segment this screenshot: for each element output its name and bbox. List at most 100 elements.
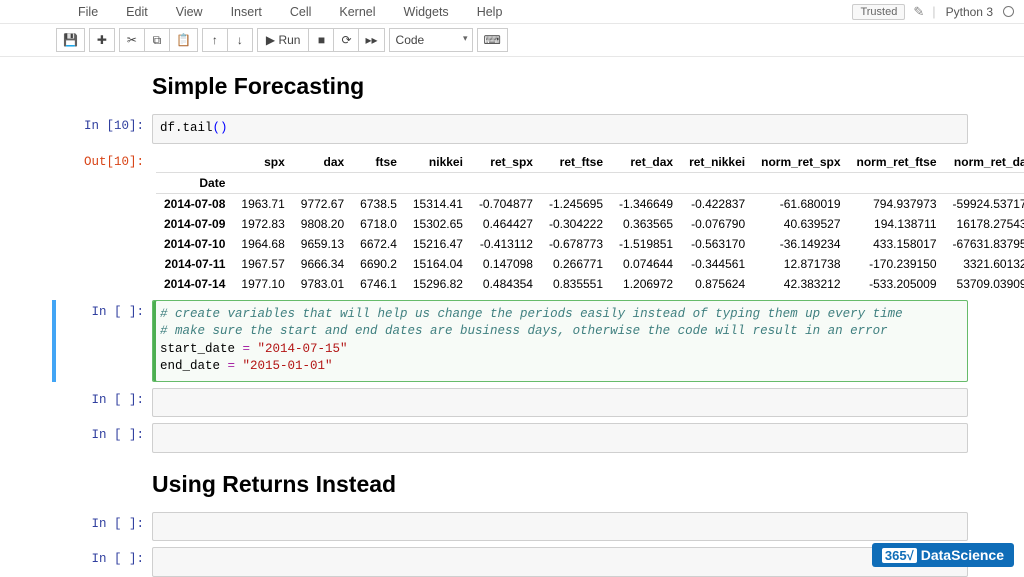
menu-item-file[interactable]: File bbox=[64, 2, 112, 22]
column-header: norm_ret_spx bbox=[753, 152, 848, 173]
celltype-select[interactable]: Code bbox=[389, 28, 473, 52]
row-index: 2014-07-11 bbox=[156, 254, 233, 274]
code-input[interactable] bbox=[152, 512, 968, 542]
cell-value: 0.074644 bbox=[611, 254, 681, 274]
cell-value: 9772.67 bbox=[293, 193, 352, 214]
cell-value: 6718.0 bbox=[352, 214, 405, 234]
output-area: spxdaxftsenikkeiret_spxret_ftseret_daxre… bbox=[152, 150, 1024, 294]
cell-value: -0.422837 bbox=[681, 193, 753, 214]
section-title: Simple Forecasting bbox=[152, 73, 968, 100]
move-down-button[interactable]: ↓ bbox=[227, 28, 253, 52]
cell-value: 9808.20 bbox=[293, 214, 352, 234]
input-prompt: In [ ]: bbox=[56, 388, 152, 418]
row-index: 2014-07-14 bbox=[156, 274, 233, 294]
kernel-label[interactable]: Python 3 bbox=[942, 5, 997, 19]
code-input[interactable] bbox=[152, 547, 968, 577]
column-header: nikkei bbox=[405, 152, 471, 173]
menu-item-widgets[interactable]: Widgets bbox=[390, 2, 463, 22]
restart-run-all-button[interactable]: ▸▸ bbox=[358, 28, 384, 52]
table-row: 2014-07-111967.579666.346690.215164.040.… bbox=[156, 254, 1024, 274]
trusted-badge[interactable]: Trusted bbox=[852, 4, 905, 20]
cell-value: -0.413112 bbox=[471, 234, 541, 254]
copy-button[interactable]: ⧉ bbox=[144, 28, 170, 52]
row-index: 2014-07-10 bbox=[156, 234, 233, 254]
save-button[interactable]: 💾 bbox=[56, 28, 85, 52]
column-header: ret_nikkei bbox=[681, 152, 753, 173]
menu-item-help[interactable]: Help bbox=[463, 2, 517, 22]
cut-button[interactable]: ✂ bbox=[119, 28, 145, 52]
separator: | bbox=[932, 4, 935, 19]
command-palette-button[interactable]: ⌨ bbox=[477, 28, 508, 52]
cell-value: 1967.57 bbox=[233, 254, 292, 274]
input-prompt: In [ ]: bbox=[56, 512, 152, 542]
cell-value: -170.239150 bbox=[849, 254, 945, 274]
code-input[interactable]: df.tail() bbox=[152, 114, 968, 144]
cell-value: 0.363565 bbox=[611, 214, 681, 234]
stop-button[interactable]: ■ bbox=[308, 28, 334, 52]
cell-value: 15296.82 bbox=[405, 274, 471, 294]
output-cell: Out[10]: spxdaxftsenikkeiret_spxret_ftse… bbox=[56, 150, 968, 294]
table-row: 2014-07-101964.689659.136672.415216.47-0… bbox=[156, 234, 1024, 254]
watermark-badge: 365√ bbox=[882, 548, 917, 563]
cell-value: 1963.71 bbox=[233, 193, 292, 214]
cell-value: 0.147098 bbox=[471, 254, 541, 274]
cell-value: 6746.1 bbox=[352, 274, 405, 294]
menu-bar: FileEditViewInsertCellKernelWidgetsHelp … bbox=[0, 0, 1024, 24]
edit-icon[interactable]: ✎ bbox=[911, 4, 926, 20]
code-cell-selected[interactable]: In [ ]: # create variables that will hel… bbox=[56, 300, 968, 382]
cell-value: -61.680019 bbox=[753, 193, 848, 214]
move-up-button[interactable]: ↑ bbox=[202, 28, 228, 52]
code-cell[interactable]: In [ ]: bbox=[56, 388, 968, 418]
column-header: ret_dax bbox=[611, 152, 681, 173]
paste-button[interactable]: 📋 bbox=[169, 28, 198, 52]
output-prompt: Out[10]: bbox=[56, 150, 152, 294]
toolbar: 💾 ✚ ✂ ⧉ 📋 ↑ ↓ ▶ Run ■ ⟳ ▸▸ Code ⌨ bbox=[0, 24, 1024, 57]
add-cell-button[interactable]: ✚ bbox=[89, 28, 115, 52]
cell-value: -59924.537177 bbox=[945, 193, 1024, 214]
cell-value: 0.484354 bbox=[471, 274, 541, 294]
code-cell[interactable]: In [10]: df.tail() bbox=[56, 114, 968, 144]
menu-item-view[interactable]: View bbox=[162, 2, 217, 22]
column-header: norm_ret_ftse bbox=[849, 152, 945, 173]
cell-value: 794.937973 bbox=[849, 193, 945, 214]
cell-value: -533.205009 bbox=[849, 274, 945, 294]
cell-value: 0.835551 bbox=[541, 274, 611, 294]
heading-cell[interactable]: Simple Forecasting bbox=[152, 73, 968, 100]
cell-value: -0.344561 bbox=[681, 254, 753, 274]
cell-value: -0.678773 bbox=[541, 234, 611, 254]
code-input[interactable] bbox=[152, 423, 968, 453]
section-title: Using Returns Instead bbox=[152, 471, 968, 498]
cell-value: 433.158017 bbox=[849, 234, 945, 254]
index-name: Date bbox=[156, 172, 233, 193]
column-header: ret_spx bbox=[471, 152, 541, 173]
menu-item-cell[interactable]: Cell bbox=[276, 2, 326, 22]
watermark-text: DataScience bbox=[921, 547, 1004, 563]
code-cell[interactable]: In [ ]: bbox=[56, 423, 968, 453]
row-index: 2014-07-09 bbox=[156, 214, 233, 234]
cell-value: 6672.4 bbox=[352, 234, 405, 254]
menu-item-insert[interactable]: Insert bbox=[217, 2, 276, 22]
cell-value: 1977.10 bbox=[233, 274, 292, 294]
menu-item-kernel[interactable]: Kernel bbox=[325, 2, 389, 22]
cell-value: -67631.837952 bbox=[945, 234, 1024, 254]
cell-value: 16178.275435 bbox=[945, 214, 1024, 234]
cell-value: 1964.68 bbox=[233, 234, 292, 254]
code-input[interactable] bbox=[152, 388, 968, 418]
heading-cell[interactable]: Using Returns Instead bbox=[152, 471, 968, 498]
code-input[interactable]: # create variables that will help us cha… bbox=[152, 300, 968, 382]
input-prompt: In [ ]: bbox=[56, 423, 152, 453]
cell-value: 15302.65 bbox=[405, 214, 471, 234]
cell-value: 40.639527 bbox=[753, 214, 848, 234]
cell-value: -1.245695 bbox=[541, 193, 611, 214]
column-header: ret_ftse bbox=[541, 152, 611, 173]
celltype-select-wrap[interactable]: Code bbox=[389, 28, 473, 52]
restart-button[interactable]: ⟳ bbox=[333, 28, 359, 52]
run-button[interactable]: ▶ Run bbox=[257, 28, 310, 52]
cell-value: 0.464427 bbox=[471, 214, 541, 234]
code-cell[interactable]: In [ ]: bbox=[56, 547, 968, 577]
column-header: spx bbox=[233, 152, 292, 173]
code-cell[interactable]: In [ ]: bbox=[56, 512, 968, 542]
input-prompt: In [ ]: bbox=[56, 547, 152, 577]
menu-item-edit[interactable]: Edit bbox=[112, 2, 162, 22]
cell-value: 9666.34 bbox=[293, 254, 352, 274]
